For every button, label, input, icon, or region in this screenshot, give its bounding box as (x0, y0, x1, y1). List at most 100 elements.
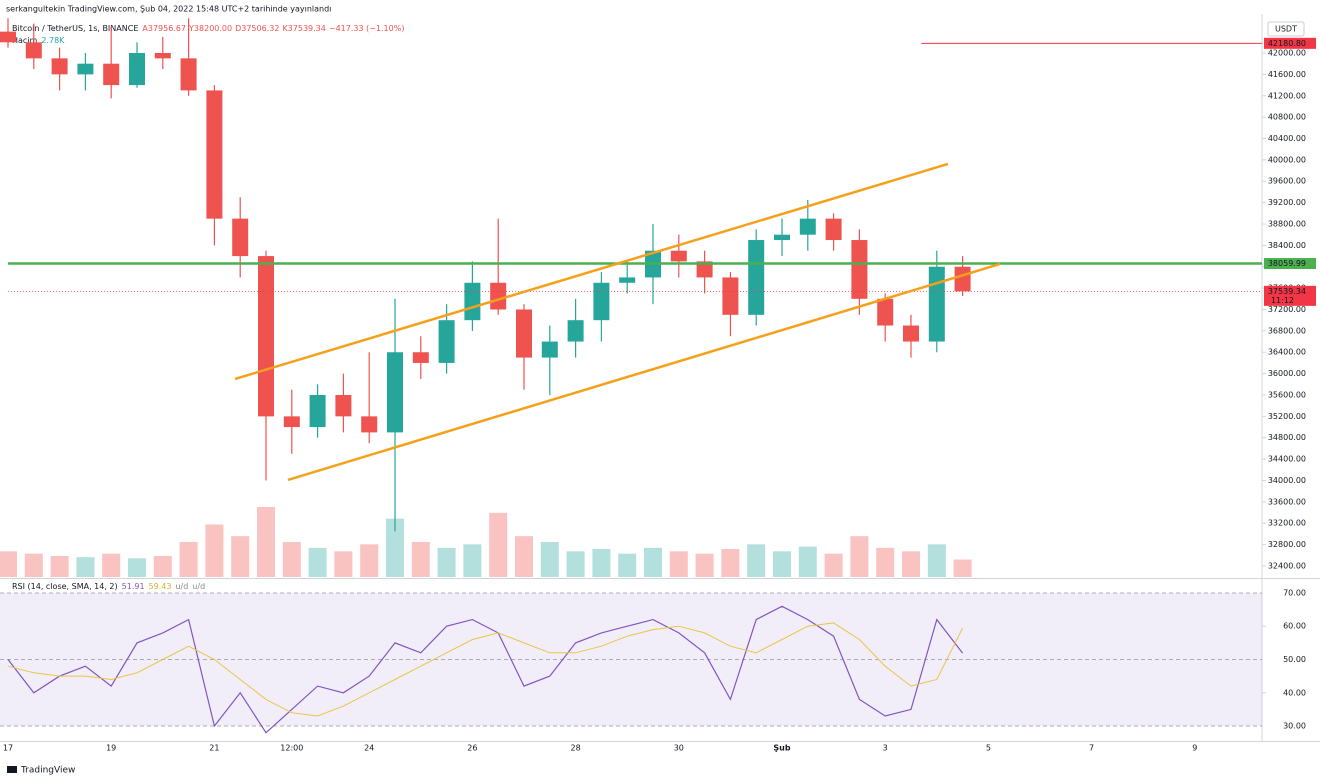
candle-body (490, 282, 507, 310)
volume-bar (50, 556, 69, 577)
volume-value: 2.78K (41, 36, 65, 45)
rsi-title: RSI (14, close, SMA, 14, 2) (12, 582, 118, 591)
y-tick-label: 42000.00 (1268, 49, 1306, 58)
rsi-legend: RSI (14, close, SMA, 14, 2) 51.91 59.43 u/d… (12, 582, 205, 591)
y-tick-label: 36000.00 (1268, 369, 1306, 378)
volume-bar (179, 542, 198, 577)
volume-bar (76, 557, 95, 577)
candle-body (619, 277, 636, 283)
candle-body (877, 298, 894, 326)
candle-body (309, 394, 326, 428)
candle-body (51, 58, 68, 75)
candle-body (541, 341, 558, 358)
y-tick-label: 38800.00 (1268, 219, 1306, 228)
volume-bar (927, 544, 946, 577)
candle-body (722, 277, 739, 315)
price-label-box (1264, 258, 1316, 270)
volume-bar (24, 553, 43, 577)
x-tick-label: 24 (364, 744, 374, 753)
candle-body (335, 394, 352, 417)
candle-body (464, 282, 481, 321)
x-tick-label: 3 (883, 744, 888, 753)
candle-body (799, 218, 816, 235)
volume-bar (257, 507, 275, 577)
x-tick-label: 21 (209, 744, 219, 753)
y-tick-label: 35200.00 (1268, 412, 1306, 421)
candle-body (154, 53, 171, 59)
candle-body (283, 416, 300, 428)
volume-bar (153, 556, 172, 577)
y-tick-label: 32800.00 (1268, 540, 1306, 549)
x-tick-label: 12:00 (280, 744, 303, 753)
volume-name: Hacim (12, 36, 38, 45)
ohlc: Y38200.00 (188, 24, 232, 33)
price-label-box (1264, 285, 1316, 306)
x-tick-label: 5 (986, 744, 991, 753)
candle-body (412, 352, 429, 363)
published-note: serkangultekin TradingView.com, Şub 04, … (6, 5, 331, 14)
volume-bar (566, 551, 585, 577)
candle-body (748, 240, 765, 315)
volume-bar (334, 551, 353, 577)
y-tick-label: 36400.00 (1268, 348, 1306, 357)
candle-body (928, 266, 945, 342)
x-tick-label: 17 (3, 744, 13, 753)
y-tick-label: 41200.00 (1268, 91, 1306, 100)
y-tick-label: 37200.00 (1268, 305, 1306, 314)
candle-body (232, 218, 249, 257)
volume-bar (824, 553, 843, 577)
rsi-line (7, 605, 964, 734)
y-tick-label: 36800.00 (1268, 326, 1306, 335)
candle-body (954, 266, 971, 292)
ohlc: K37539.34 (282, 24, 325, 33)
x-tick-label: Şub (773, 744, 790, 753)
x-tick-label: 7 (1089, 744, 1094, 753)
x-tick-label: 19 (106, 744, 116, 753)
volume-bar (540, 542, 559, 577)
ohlc: −417.33 (−1.10%) (329, 24, 405, 33)
price-label: 42180.80 (1268, 39, 1306, 48)
currency-box (1267, 21, 1305, 37)
sma-value: 59.43 (149, 582, 172, 591)
volume-bar (0, 551, 17, 577)
volume-bar (798, 546, 817, 577)
candle-body (0, 31, 16, 43)
candle-body (593, 282, 610, 321)
volume-bar (902, 551, 920, 577)
volume-bar (489, 512, 508, 577)
candle-body (438, 320, 455, 363)
y-tick-label: 50.00 (1283, 655, 1306, 664)
y-tick-label: 39600.00 (1268, 177, 1306, 186)
candle-body (903, 325, 919, 342)
volume-bar (773, 551, 791, 577)
volume-bar (386, 518, 404, 577)
x-tick-label: 9 (1192, 744, 1197, 753)
footer: TradingView (20, 766, 75, 776)
candle-body (567, 320, 584, 342)
y-tick-label: 30.00 (1283, 722, 1306, 731)
y-tick-label: 32400.00 (1268, 561, 1306, 570)
y-tick-label: 34000.00 (1268, 476, 1306, 485)
volume-bar (437, 547, 456, 577)
candle-body (670, 250, 687, 262)
candle-body (103, 63, 120, 86)
price-label-box (1264, 37, 1316, 49)
volume-bar (360, 544, 379, 577)
price-label: 38059.99 (1268, 259, 1306, 268)
y-tick-label: 41600.00 (1268, 70, 1306, 79)
rsi-extra: u/d (192, 582, 205, 591)
volume-bar (721, 549, 740, 577)
candle-body (129, 53, 145, 86)
footer-logo: TradingView (7, 766, 75, 776)
x-tick-label: 26 (467, 744, 477, 753)
sma-line (7, 622, 964, 717)
candle-body (851, 240, 868, 299)
volume-bar (515, 536, 533, 577)
volume-bar (205, 524, 224, 577)
candle-body (25, 42, 42, 59)
candle-body (258, 256, 274, 417)
x-tick-label: 28 (571, 744, 581, 753)
volume-bar (850, 536, 869, 577)
trendline (287, 262, 1001, 482)
